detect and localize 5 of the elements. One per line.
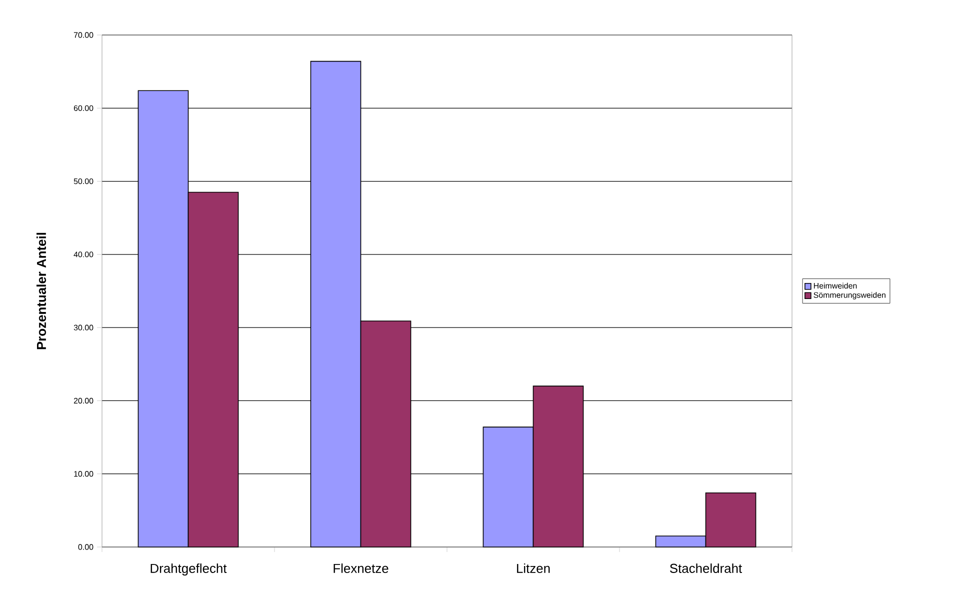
x-tick-label: Flexnetze: [334, 563, 388, 573]
x-tick-label: Stacheldraht: [670, 563, 742, 573]
x-tick-label: Litzen: [517, 563, 550, 573]
y-axis-title: Prozentualer Anteil: [36, 232, 46, 350]
x-tick-label: Drahtgeflecht: [150, 563, 227, 576]
